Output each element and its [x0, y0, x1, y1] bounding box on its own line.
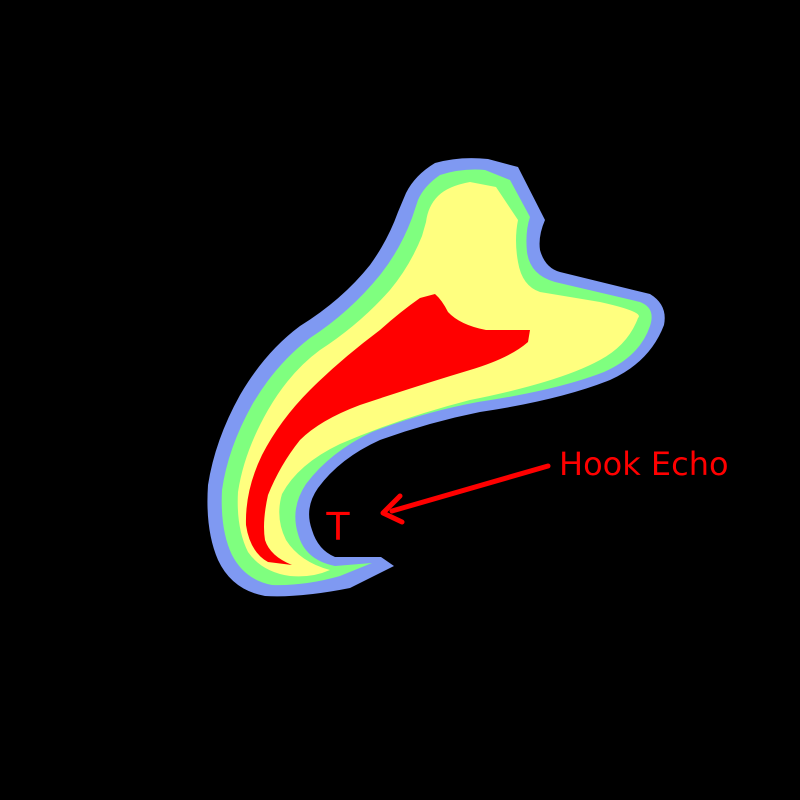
hook-echo-label: Hook Echo — [559, 445, 729, 483]
arrow-head — [380, 493, 405, 525]
arrow-shaft — [389, 463, 551, 514]
tornado-marker: T — [325, 505, 350, 549]
hook-echo-arrow — [380, 463, 551, 525]
reflectivity-core — [245, 294, 530, 565]
